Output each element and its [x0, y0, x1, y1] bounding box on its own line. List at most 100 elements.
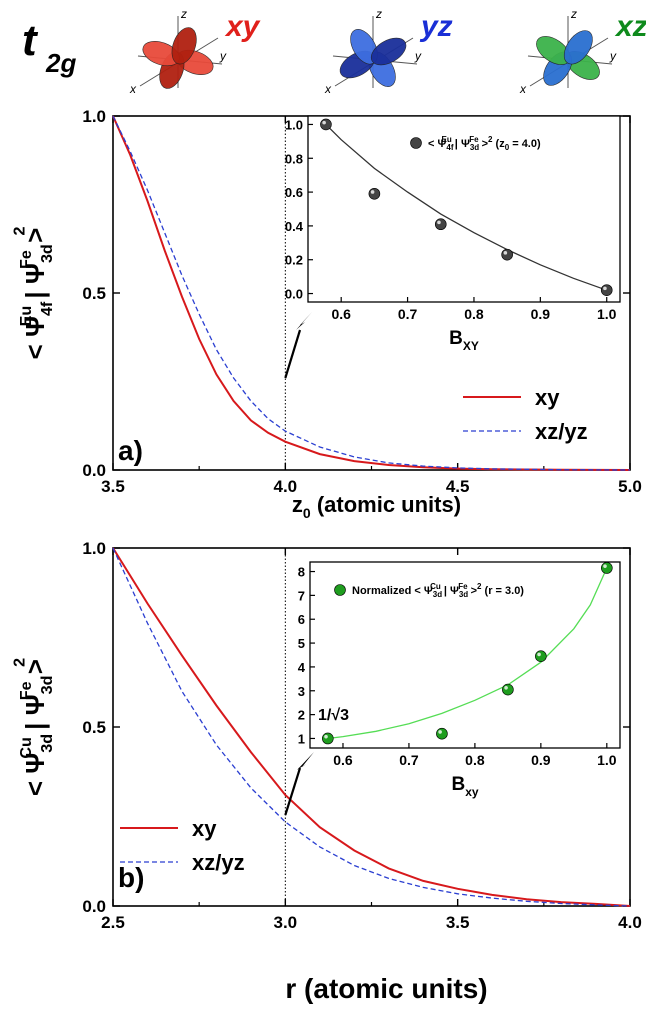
inset-annotation: 1/√3	[318, 707, 349, 724]
panel-a: 3.5 4.0 4.5 5.0 0.0 0.5 1.0 xy xz/yz a) < Ψ4fEu | …	[11, 107, 642, 521]
series-line-xzyz	[112, 547, 631, 907]
x-tick-label: 3.0	[274, 913, 298, 932]
inset-x-tick-label: 0.7	[398, 306, 418, 322]
inset-point-highlight	[324, 734, 328, 739]
orbital-xz: z x y xz	[519, 7, 646, 96]
inset-y-tick-label: 8	[298, 565, 305, 580]
inset-data-point	[600, 284, 613, 296]
legend-label: xz/yz	[535, 419, 588, 444]
t2g-label: t 2g	[22, 16, 76, 78]
inset-frame	[309, 561, 621, 749]
inset-point-highlight	[603, 286, 607, 291]
inset-data-point	[501, 248, 513, 261]
y-tick-label: 1.0	[82, 539, 106, 558]
y-tick-label: 0.0	[82, 461, 106, 480]
inset-arrow	[284, 329, 302, 379]
inset-y-tick-label: 0.6	[285, 185, 303, 200]
inset-fit-curve	[327, 567, 608, 740]
series-line-xy	[112, 547, 631, 907]
legend: xy xz/yz	[463, 385, 588, 444]
inset-legend-marker	[410, 137, 422, 149]
inset-y-tick-label: 0.2	[285, 253, 303, 268]
x-tick-label: 5.0	[618, 477, 642, 496]
inset-data-point	[436, 727, 448, 740]
inset-y-tick-label: 0.0	[285, 287, 303, 302]
x-axis-label: r (atomic units)	[285, 973, 487, 1004]
x-tick-label: 3.5	[446, 913, 470, 932]
inset-y-tick-label: 7	[298, 588, 305, 603]
t2g-sub: 2g	[45, 48, 76, 78]
panel-b: 2.5 3.0 3.5 4.0 0.0 0.5 1.0 xy xz/yz b) < Ψ3dCu | …	[11, 539, 642, 1004]
y-tick-label: 0.5	[82, 718, 106, 737]
inset-point-highlight	[503, 251, 508, 255]
x-tick-label: 3.5	[101, 477, 125, 496]
orbital-lobe	[171, 27, 197, 65]
series-line-xy	[112, 115, 631, 471]
y-tick-label: 1.0	[82, 107, 106, 126]
orbital-name: yz	[419, 10, 453, 43]
inset-x-tick-label: 0.9	[531, 306, 551, 322]
x-tick-label: 4.0	[618, 913, 642, 932]
inset-point-highlight	[437, 220, 441, 225]
inset-y-tick-label: 6	[298, 612, 305, 627]
inset-arrow-head	[296, 312, 312, 330]
inset-point-highlight	[537, 652, 541, 657]
inset-y-tick-label: 4	[298, 660, 306, 675]
inset-point-highlight	[603, 564, 607, 568]
inset-data-point	[535, 650, 547, 662]
inset-fit-curve	[325, 124, 607, 291]
y-axis-label: < Ψ4fEu | Ψ3dFe >2	[11, 226, 56, 359]
inset-point-highlight	[438, 730, 442, 734]
inset-point-highlight	[322, 120, 326, 125]
orbital-lobe	[563, 30, 593, 65]
inset-x-tick-label: 0.6	[331, 306, 351, 322]
x-tick-label: 4.0	[274, 477, 298, 496]
inset-x-axis-label: BXY	[449, 328, 479, 353]
inset-x-tick-label: 1.0	[597, 306, 617, 322]
axis-y-label: y	[609, 49, 617, 63]
y-axis-label: < Ψ3dCu | Ψ3dFe >2	[11, 658, 56, 796]
axis-x-label: x	[519, 82, 527, 96]
inset-y-tick-label: 5	[298, 636, 305, 651]
legend: xy xz/yz	[120, 816, 245, 875]
inset-legend-marker	[334, 584, 346, 596]
legend-label: xy	[535, 385, 560, 410]
inset-x-tick-label: 1.0	[597, 752, 617, 768]
inset-frame	[307, 115, 621, 303]
axis-z-label: z	[570, 7, 577, 21]
orbital-lobe	[370, 37, 407, 66]
inset-y-tick-label: 3	[298, 684, 305, 699]
inset-x-tick-label: 0.7	[399, 752, 419, 768]
inset-x-tick-label: 0.9	[531, 752, 551, 768]
panel-label: b)	[118, 862, 144, 893]
orbital-yz: z x y yz	[324, 7, 453, 96]
inset-y-tick-label: 0.4	[285, 219, 304, 234]
axis-z-label: z	[375, 7, 382, 21]
inset-data-point	[502, 683, 514, 696]
y-tick-label: 0.5	[82, 284, 106, 303]
legend-label: xy	[192, 816, 217, 841]
inset-y-tick-label: 1	[298, 731, 305, 746]
inset-data-point	[322, 732, 334, 745]
inset-x-tick-label: 0.8	[465, 752, 485, 768]
x-axis-label: z0 (atomic units)	[292, 492, 461, 521]
inset-x-tick-label: 0.8	[464, 306, 484, 322]
inset-data-point	[601, 562, 613, 574]
inset-data-point	[320, 118, 332, 131]
inset-plot: 0.6 0.7 0.8 0.9 1.0 1 2 3 4 5 6 7 8 Bxy Normalized < Ψ…	[298, 561, 621, 799]
inset-point-highlight	[370, 190, 375, 194]
inset-data-point	[434, 218, 447, 231]
y-tick-label: 0.0	[82, 897, 106, 916]
inset-legend-label: Normalized < Ψ3dCu | Ψ3dFe >2 (r = 3.0)	[352, 582, 524, 599]
t2g-main: t	[22, 16, 39, 65]
axis-y-label: y	[219, 49, 227, 63]
inset-point-highlight	[504, 685, 508, 690]
inset-arrow-head	[297, 752, 314, 770]
inset-legend-label: < Ψ4fEu | Ψ3dFe >2 (z0 = 4.0)	[428, 135, 541, 152]
legend-label: xz/yz	[192, 850, 245, 875]
axis-x-label: x	[324, 82, 332, 96]
inset-x-tick-label: 0.6	[333, 752, 353, 768]
